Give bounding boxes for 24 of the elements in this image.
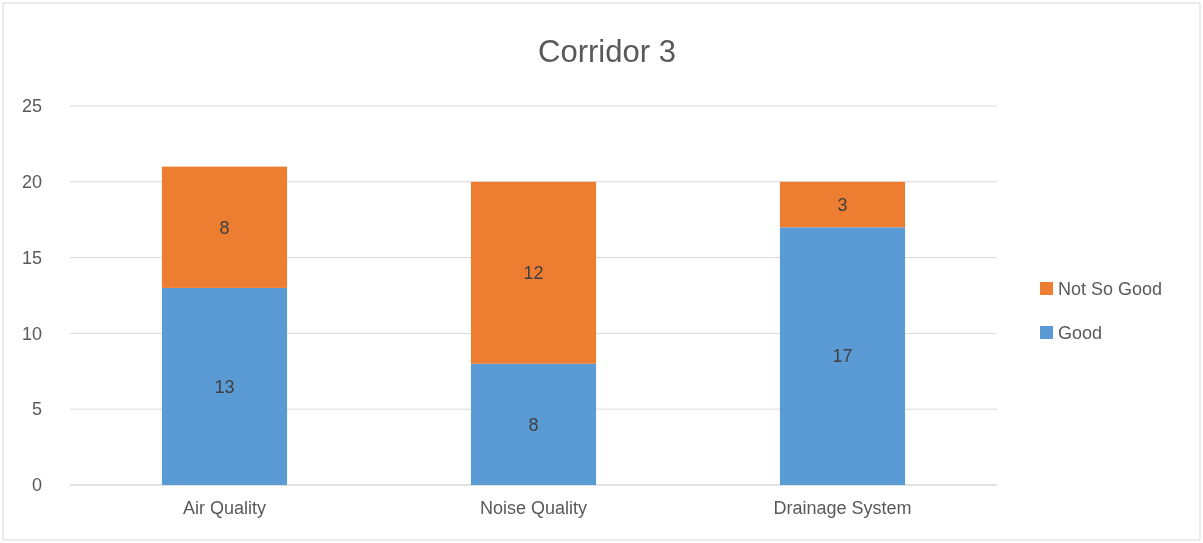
bar [779, 181, 906, 228]
y-tick-label: 10 [21, 323, 42, 344]
x-tick-label: Air Quality [182, 497, 267, 518]
bar [161, 166, 288, 288]
data-label: 17 [832, 346, 853, 367]
data-label: 13 [214, 376, 235, 397]
x-tick-label: Drainage System [773, 497, 912, 518]
data-label: 8 [528, 414, 539, 435]
x-tick-label: Noise Quality [479, 497, 588, 518]
y-tick-label: 0 [31, 475, 42, 496]
legend-label: Not So Good [1058, 279, 1163, 300]
bar [470, 363, 597, 485]
y-tick-label: 15 [21, 247, 42, 268]
y-tick-label: 25 [21, 96, 42, 117]
data-label: 3 [837, 194, 848, 215]
bar [161, 287, 288, 485]
legend-label: Good [1058, 323, 1103, 344]
y-tick-label: 5 [31, 399, 42, 420]
chart-title: Corridor 3 [538, 34, 676, 69]
bar [779, 227, 906, 485]
y-tick-label: 20 [21, 172, 42, 193]
data-label: 12 [523, 263, 544, 284]
data-label: 8 [219, 217, 230, 238]
bar [470, 181, 597, 364]
